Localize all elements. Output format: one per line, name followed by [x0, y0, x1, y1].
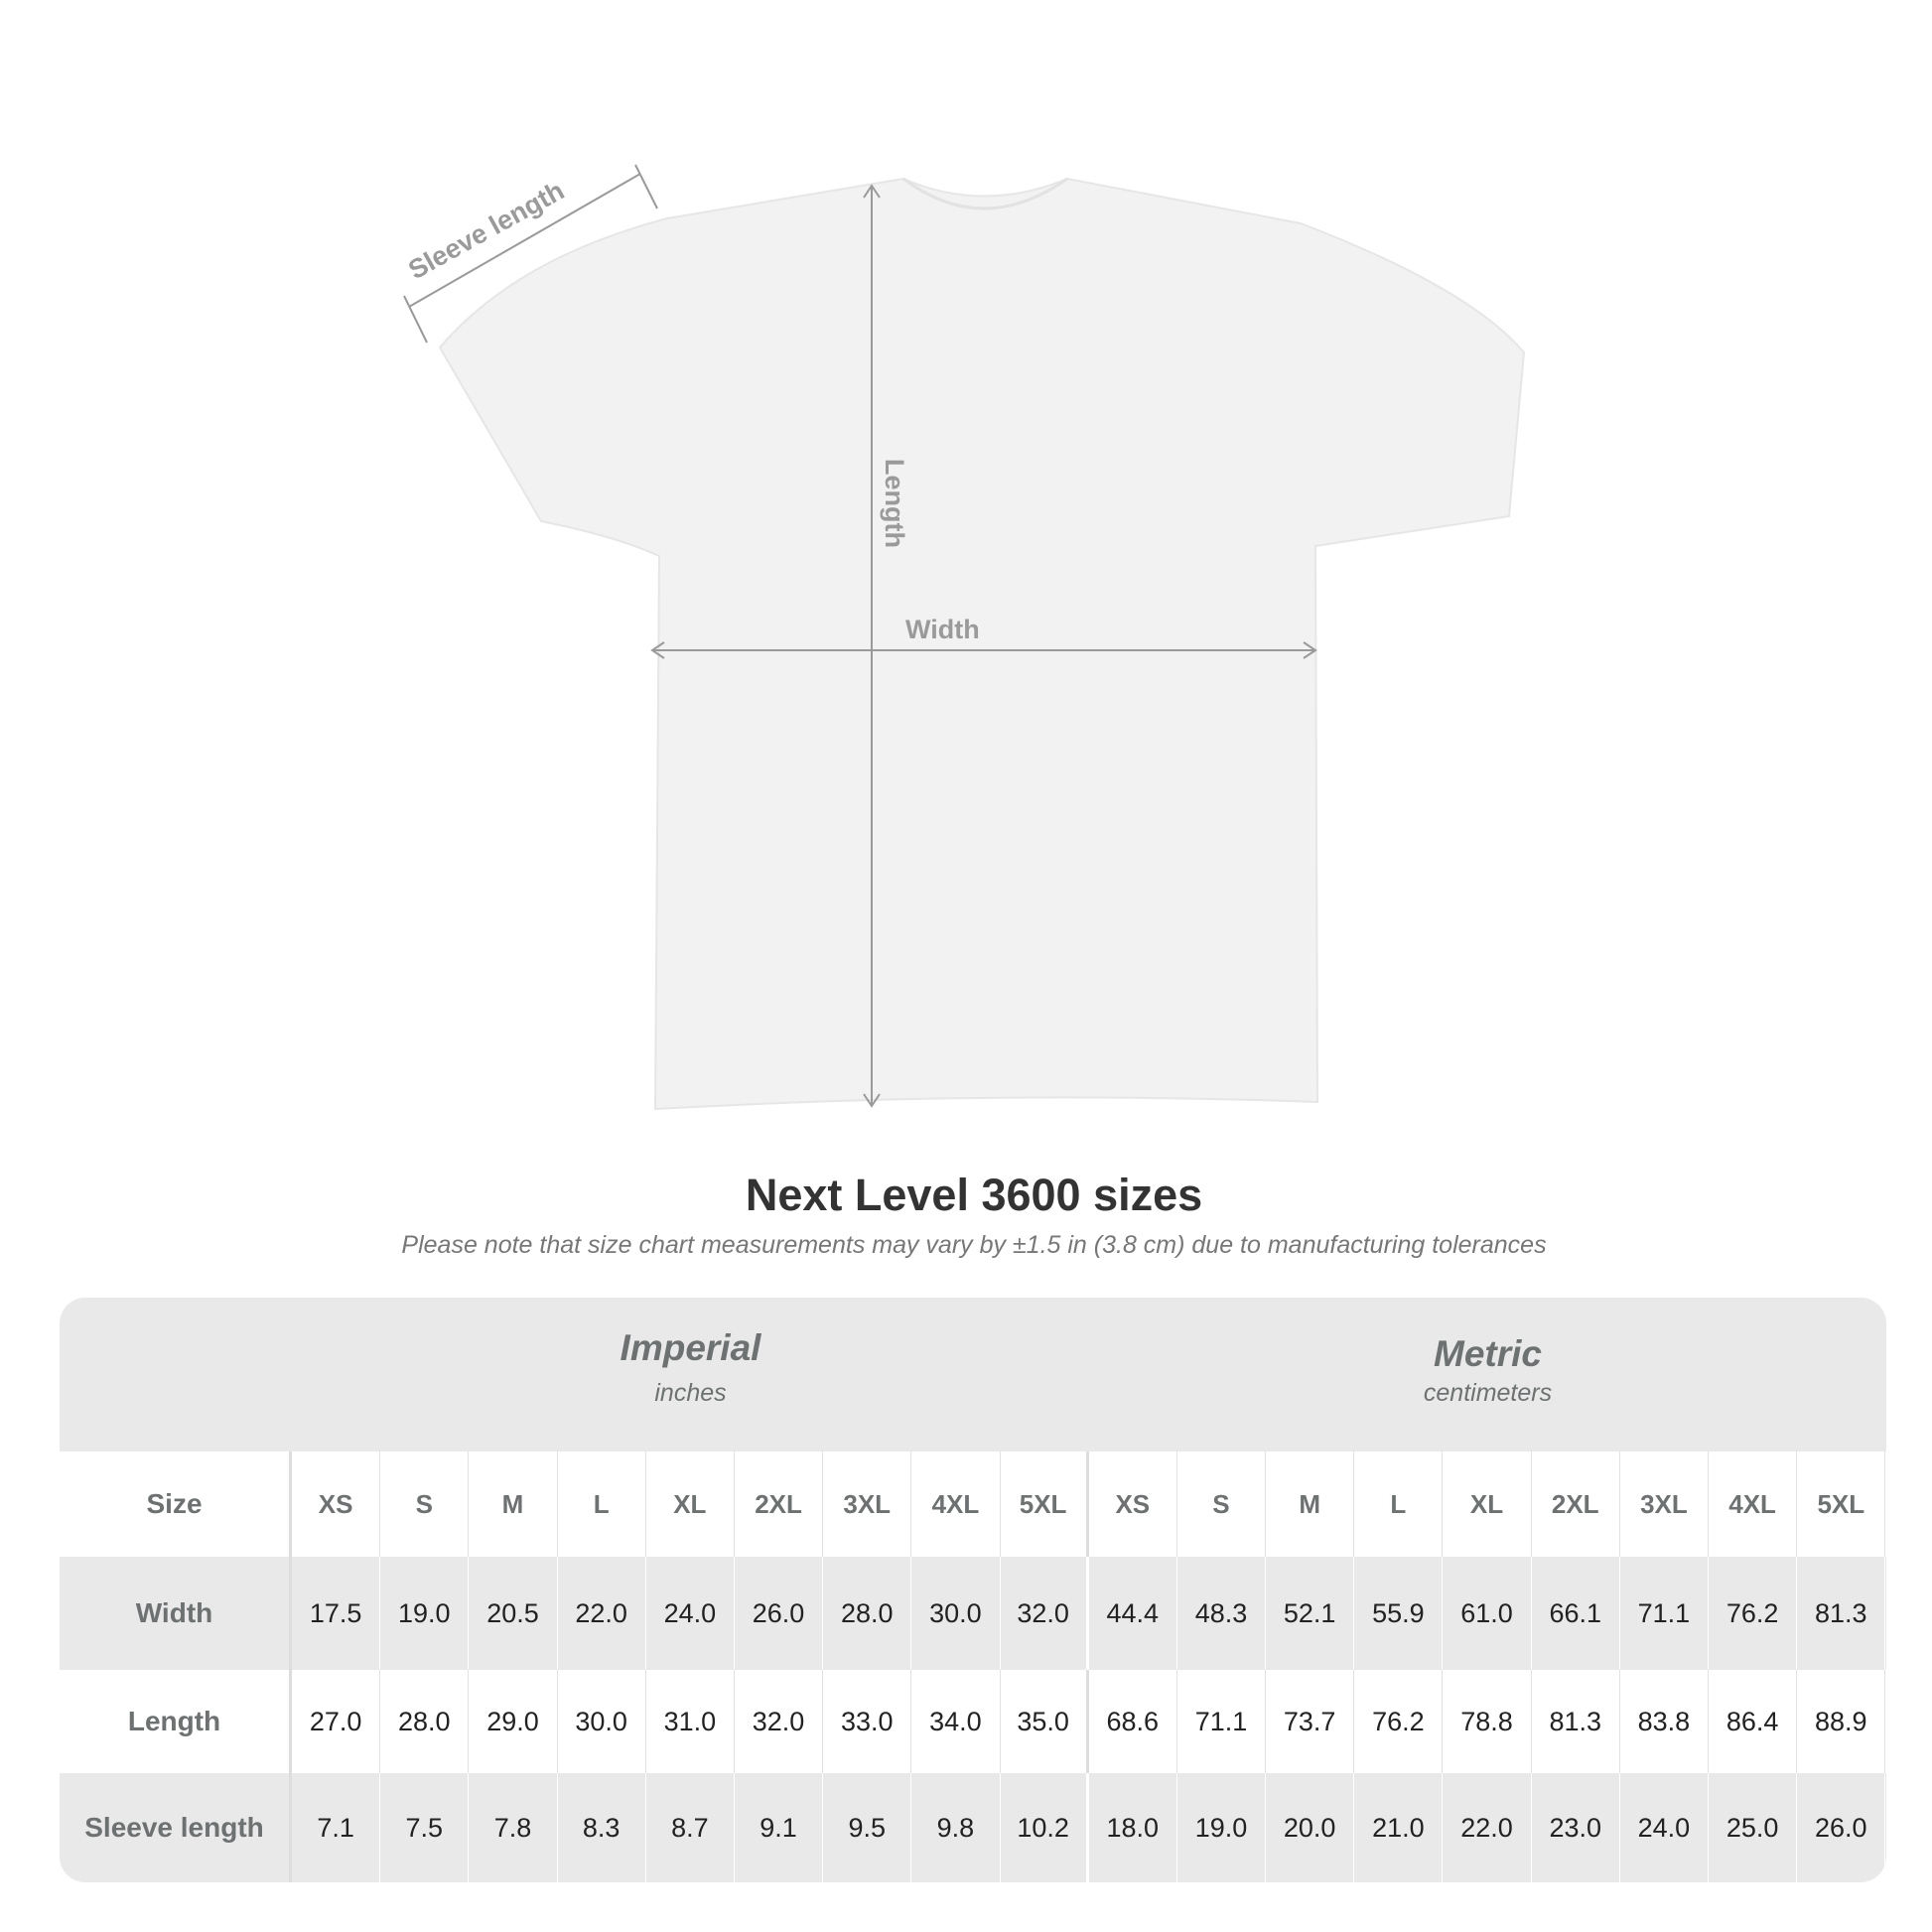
table-cell: 55.9 [1354, 1557, 1444, 1670]
table-cell: 30.0 [558, 1670, 646, 1773]
table-cell: 86.4 [1709, 1670, 1798, 1773]
size-header-cell: XS [1089, 1451, 1177, 1557]
table-cell: 83.8 [1620, 1670, 1709, 1773]
table-cell: 19.0 [1177, 1773, 1267, 1882]
table-cell: 88.9 [1797, 1670, 1886, 1773]
length-label: Length [880, 459, 909, 548]
row-label: Width [60, 1557, 292, 1670]
table-cell: 28.0 [380, 1670, 470, 1773]
collar [902, 177, 1068, 210]
table-cell: 52.1 [1266, 1557, 1355, 1670]
size-header-cell: 5XL [1797, 1451, 1886, 1557]
row-label: Length [60, 1670, 292, 1773]
table-cell: 8.7 [646, 1773, 735, 1882]
size-header-cell: 5XL [1001, 1451, 1089, 1557]
table-cell: 73.7 [1266, 1670, 1355, 1773]
size-header-cell: S [1177, 1451, 1267, 1557]
table-cell: 9.1 [735, 1773, 824, 1882]
table-cell: 31.0 [646, 1670, 735, 1773]
table-cell: 81.3 [1532, 1670, 1620, 1773]
table-cell: 76.2 [1354, 1670, 1444, 1773]
table-cell: 27.0 [292, 1670, 381, 1773]
table-cell: 8.3 [558, 1773, 646, 1882]
size-table: Imperial inches Metric centimeters Size X… [60, 1298, 1886, 1882]
imperial-title: Imperial [620, 1327, 761, 1368]
table-cell: 24.0 [646, 1557, 735, 1670]
size-header-cell: XL [646, 1451, 735, 1557]
size-header-cell: XL [1443, 1451, 1532, 1557]
table-cell: 18.0 [1089, 1773, 1177, 1882]
measure-arrows [403, 164, 1317, 1108]
size-header-cell: 4XL [911, 1451, 1001, 1557]
table-cell: 44.4 [1089, 1557, 1177, 1670]
table-cell: 22.0 [1443, 1773, 1532, 1882]
table-cell: 9.5 [823, 1773, 912, 1882]
sleeve-length-row: Sleeve length 7.1 7.5 7.8 8.3 8.7 9.1 9.5 9.8 10.… [60, 1773, 1886, 1882]
table-cell: 21.0 [1354, 1773, 1444, 1882]
metric-unit: centimeters [1423, 1379, 1553, 1407]
table-cell: 61.0 [1443, 1557, 1532, 1670]
width-label: Width [905, 615, 980, 644]
table-cell: 9.8 [911, 1773, 1001, 1882]
page-title: Next Level 3600 sizes [745, 1170, 1203, 1220]
table-cell: 26.0 [735, 1557, 824, 1670]
tolerance-note: Please note that size chart measurements… [401, 1231, 1547, 1259]
width-row: Width 17.5 19.0 20.5 22.0 24.0 26.0 28.0 30.0 32.… [60, 1557, 1886, 1670]
table-cell: 7.1 [292, 1773, 381, 1882]
size-header-cell: 3XL [1620, 1451, 1709, 1557]
table-cell: 48.3 [1177, 1557, 1267, 1670]
table-cell: 20.0 [1266, 1773, 1355, 1882]
row-label: Size [60, 1451, 292, 1557]
table-cell: 33.0 [823, 1670, 912, 1773]
size-header-cell: L [558, 1451, 646, 1557]
size-header-cell: L [1354, 1451, 1444, 1557]
table-cell: 35.0 [1001, 1670, 1089, 1773]
size-header-cell: M [469, 1451, 558, 1557]
imperial-unit: inches [654, 1379, 727, 1407]
table-cell: 22.0 [558, 1557, 646, 1670]
row-label: Sleeve length [60, 1773, 292, 1882]
table-cell: 26.0 [1797, 1773, 1886, 1882]
size-row: Size XS S M L XL 2XL 3XL 4XL 5XL XS S M L XL 2XL 3XL 4XL 5… [60, 1451, 1886, 1557]
metric-header: Metric centimeters [1089, 1298, 1886, 1451]
length-row: Length 27.0 28.0 29.0 30.0 31.0 32.0 33.0 34.0 35… [60, 1670, 1886, 1773]
table-cell: 29.0 [469, 1670, 558, 1773]
table-cell: 66.1 [1532, 1557, 1620, 1670]
table-cell: 20.5 [469, 1557, 558, 1670]
tshirt-shape [438, 177, 1526, 1111]
table-cell: 17.5 [292, 1557, 381, 1670]
metric-title: Metric [1434, 1333, 1542, 1374]
table-cell: 78.8 [1443, 1670, 1532, 1773]
table-cell: 32.0 [1001, 1557, 1089, 1670]
table-cell: 71.1 [1177, 1670, 1267, 1773]
table-cell: 28.0 [823, 1557, 912, 1670]
table-cell: 34.0 [911, 1670, 1001, 1773]
table-cell: 68.6 [1089, 1670, 1177, 1773]
table-cell: 30.0 [911, 1557, 1001, 1670]
size-header-cell: S [380, 1451, 470, 1557]
table-cell: 32.0 [735, 1670, 824, 1773]
size-header-cell: XS [292, 1451, 381, 1557]
table-cell: 19.0 [380, 1557, 470, 1670]
table-cell: 71.1 [1620, 1557, 1709, 1670]
table-cell: 76.2 [1709, 1557, 1798, 1670]
tshirt-diagram: Sleeve length Length Width [403, 164, 1526, 1111]
table-cell: 10.2 [1001, 1773, 1089, 1882]
size-header-cell: 4XL [1709, 1451, 1798, 1557]
table-cell: 7.8 [469, 1773, 558, 1882]
size-header-cell: M [1266, 1451, 1355, 1557]
sleeve-arrow [408, 173, 641, 308]
table-cell: 23.0 [1532, 1773, 1620, 1882]
table-cell: 81.3 [1797, 1557, 1886, 1670]
table-cell: 7.5 [380, 1773, 470, 1882]
size-header-cell: 2XL [1532, 1451, 1620, 1557]
imperial-header: Imperial inches [292, 1298, 1089, 1451]
size-header-cell: 2XL [735, 1451, 824, 1557]
table-cell: 24.0 [1620, 1773, 1709, 1882]
size-header-cell: 3XL [823, 1451, 912, 1557]
table-cell: 25.0 [1709, 1773, 1798, 1882]
